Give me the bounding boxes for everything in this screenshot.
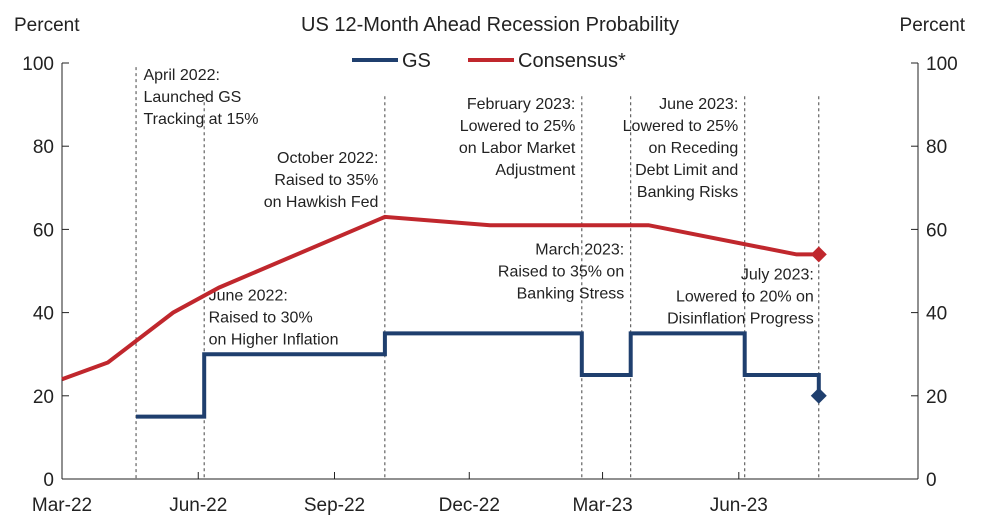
annotation-text: February 2023: Lowered to 25% on Labor Mar…: [459, 96, 576, 179]
annotation-text-line: on Labor Market: [459, 140, 576, 157]
legend-label-consensus: Consensus*: [518, 50, 626, 72]
x-tick-label: Jun-22: [169, 495, 227, 516]
annotation-text: April 2022: Launched GS Tracking at 15%: [143, 67, 258, 128]
x-tick-label: Dec-22: [439, 495, 500, 516]
annotation-text: October 2022: Raised to 35% on Hawkish Fed: [264, 150, 379, 211]
y-axis-ticks: 0 0 20 20 40 40 60 60 80 80 100 100: [22, 54, 957, 491]
y-tick-label-right: 0: [926, 470, 937, 491]
annotation-text-line: Launched GS: [143, 89, 241, 106]
annotation-text-line: October 2022:: [277, 150, 378, 167]
annotation-text-line: Debt Limit and: [635, 162, 738, 179]
y-tick-label-left: 80: [33, 137, 54, 158]
series-end-marker-gs: [810, 387, 827, 404]
annotation-text-line: April 2022:: [143, 67, 220, 84]
x-tick-label: Mar-22: [32, 495, 92, 516]
series-line-consensus: [61, 214, 819, 382]
annotation-text-line: Lowered to 25%: [460, 118, 576, 135]
series-lines: [61, 214, 827, 419]
x-tick-label: Sep-22: [304, 495, 365, 516]
annotation-text-line: Banking Stress: [517, 286, 625, 303]
annotation-text-line: Adjustment: [495, 162, 576, 179]
chart-title: US 12-Month Ahead Recession Probability: [301, 14, 679, 36]
series-end-marker-consensus: [810, 246, 827, 263]
legend-label-gs: GS: [402, 50, 431, 72]
annotation-text-line: February 2023:: [467, 96, 576, 113]
plot-frame: [61, 63, 919, 480]
x-tick-label: Jun-23: [710, 495, 768, 516]
x-tick-label: Mar-23: [572, 495, 632, 516]
y-axis-label-left: Percent: [14, 15, 80, 36]
annotation-text-line: Banking Risks: [637, 184, 738, 201]
annotation-text-line: Tracking at 15%: [143, 111, 258, 128]
y-tick-label-left: 60: [33, 220, 54, 241]
annotation-text-line: Raised to 30%: [209, 309, 313, 326]
annotation-text-line: Lowered to 20% on: [676, 289, 814, 306]
annotation-text-line: on Higher Inflation: [209, 331, 339, 348]
annotation-text: March 2023: Raised to 35% on Banking Stres…: [498, 242, 624, 303]
annotation-text-line: Raised to 35% on: [498, 264, 624, 281]
annotation-text-line: Disinflation Progress: [667, 311, 814, 328]
annotation-text-line: June 2023:: [659, 96, 738, 113]
y-tick-label-left: 0: [43, 470, 54, 491]
annotation-text-line: on Hawkish Fed: [264, 194, 379, 211]
annotation-text-line: Lowered to 25%: [623, 118, 739, 135]
annotation-text-line: June 2022:: [209, 287, 288, 304]
y-tick-label-right: 40: [926, 304, 947, 325]
y-tick-label-left: 20: [33, 387, 54, 408]
annotation-text: June 2022: Raised to 30% on Higher Inflati…: [209, 287, 339, 348]
annotations: April 2022: Launched GS Tracking at 15% Jun…: [135, 67, 820, 479]
y-tick-label-right: 60: [926, 220, 947, 241]
annotation-text-line: Raised to 35%: [274, 172, 378, 189]
y-tick-label-left: 100: [22, 54, 54, 75]
y-tick-label-left: 40: [33, 304, 54, 325]
y-tick-label-right: 20: [926, 387, 947, 408]
annotation-text-line: July 2023:: [741, 267, 814, 284]
series-line-gs: [136, 331, 821, 419]
y-tick-label-right: 80: [926, 137, 947, 158]
x-axis-ticks: Mar-22 Jun-22 Sep-22 Dec-22 Mar-23 Jun-23: [32, 472, 768, 516]
annotation-text-line: on Receding: [648, 140, 738, 157]
annotation-text: June 2023: Lowered to 25% on Receding Debt …: [623, 96, 739, 201]
legend: GS Consensus*: [352, 50, 626, 72]
y-tick-label-right: 100: [926, 54, 958, 75]
annotation-text: July 2023: Lowered to 20% on Disinflation …: [667, 267, 814, 328]
annotation-text-line: March 2023:: [535, 242, 624, 259]
y-axis-label-right: Percent: [900, 15, 966, 36]
